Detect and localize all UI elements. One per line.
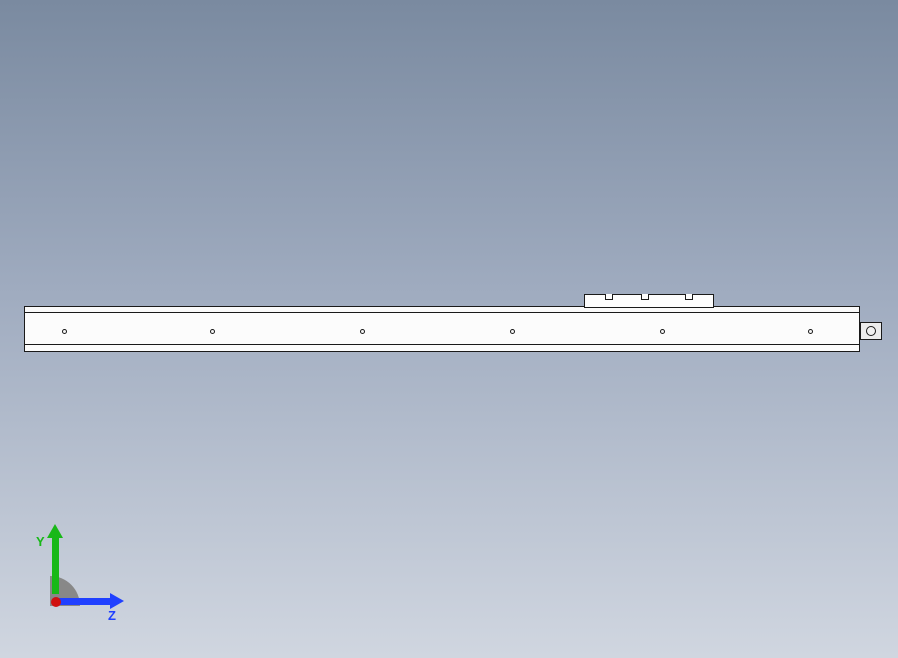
fastener-hole [510, 329, 515, 334]
rail-end-cap-bore [866, 326, 876, 336]
carriage-notch [685, 294, 693, 300]
fastener-hole [210, 329, 215, 334]
triad-z-label: Z [108, 608, 116, 623]
fastener-hole [62, 329, 67, 334]
carriage-notch [641, 294, 649, 300]
carriage-notch [605, 294, 613, 300]
triad-x-axis-dot [51, 597, 61, 607]
linear-rail [24, 312, 860, 352]
triad-y-arrowhead [47, 524, 63, 538]
triad-y-axis [52, 534, 59, 594]
triad-z-arrowhead [110, 593, 124, 609]
cad-viewport[interactable]: Y Z [0, 0, 898, 658]
fastener-hole [808, 329, 813, 334]
triad-z-axis [54, 598, 114, 605]
triad-y-label: Y [36, 534, 45, 549]
fastener-hole [360, 329, 365, 334]
carriage-block [584, 294, 714, 308]
fastener-hole [660, 329, 665, 334]
